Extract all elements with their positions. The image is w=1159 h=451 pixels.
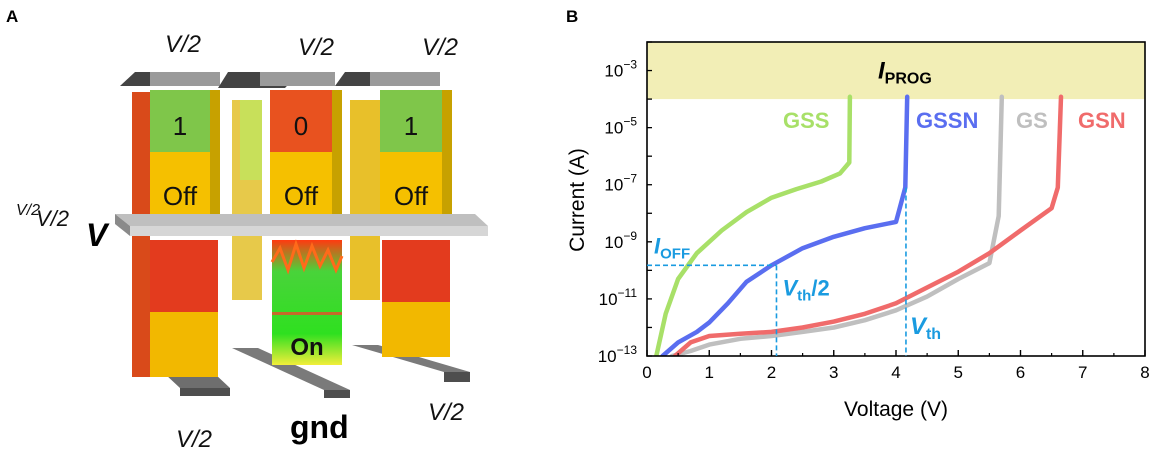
annotations: IOFF Vth/2 Vth — [647, 187, 941, 356]
x-tick-label: 8 — [1140, 363, 1149, 382]
off-label-right: Off — [394, 181, 429, 211]
cell-pillar-right — [350, 90, 452, 357]
x-axis-ticks: 0 1 2 3 4 5 6 7 8 — [642, 350, 1150, 382]
series-labels: GSS GSSN GS GSN — [783, 108, 1126, 133]
y-tick-label: 10−11 — [599, 286, 638, 309]
plot-area: IPROG — [647, 42, 1145, 356]
vth-half-label: Vth/2 — [782, 275, 829, 304]
panel-a: A — [6, 7, 488, 451]
x-tick-label: 7 — [1078, 363, 1087, 382]
bias-side: V/2 — [36, 206, 69, 231]
series-label-gss: GSS — [783, 108, 829, 133]
panel-b: B IPROG 0 1 2 3 4 5 6 7 8 10−13 10−11 10−9 10−7 10−5… — [566, 7, 1150, 421]
on-label: On — [290, 334, 323, 361]
word-line — [115, 214, 488, 236]
bias-bottom-left: V/2 — [176, 426, 212, 451]
panel-b-label: B — [566, 7, 578, 26]
bias-top-mid: V/2 — [298, 34, 334, 61]
y-axis-ticks: 10−13 10−11 10−9 10−7 10−5 10−3 — [598, 41, 652, 366]
vth-label: Vth — [910, 313, 941, 343]
cell-state-left: 1 — [173, 111, 187, 141]
bias-bottom-gnd: gnd — [290, 409, 349, 445]
x-tick-label: 0 — [642, 363, 651, 382]
series-line-gs — [669, 94, 1005, 356]
y-tick-label: 10−9 — [604, 229, 637, 252]
bias-side-small: V/2 — [16, 202, 40, 219]
series-line-gss — [654, 94, 853, 356]
y-tick-label: 10−5 — [604, 115, 637, 138]
x-tick-label: 2 — [767, 363, 776, 382]
cell-pillar-mid — [232, 90, 342, 300]
bias-top-right: V/2 — [422, 34, 458, 61]
bias-bottom-right: V/2 — [428, 399, 464, 426]
bias-word-line: V — [86, 217, 110, 253]
off-label-left: Off — [163, 181, 198, 211]
series-label-gs: GS — [1016, 108, 1048, 133]
y-tick-label: 10−3 — [604, 58, 637, 81]
on-cell — [270, 239, 344, 365]
series-label-gsn: GSN — [1078, 108, 1126, 133]
x-tick-label: 1 — [705, 363, 714, 382]
x-axis-label: Voltage (V) — [844, 398, 948, 421]
x-tick-label: 6 — [1016, 363, 1025, 382]
y-tick-label: 10−13 — [598, 343, 638, 366]
x-tick-label: 5 — [954, 363, 963, 382]
x-tick-label: 4 — [891, 363, 900, 382]
iprog-band — [647, 42, 1145, 100]
y-axis-label: Current (A) — [566, 148, 589, 252]
y-tick-label: 10−7 — [604, 172, 637, 195]
x-tick-label: 3 — [829, 363, 838, 382]
series-line-gsn — [672, 94, 1064, 356]
series-label-gssn: GSSN — [916, 108, 978, 133]
cell-state-mid: 0 — [294, 111, 308, 141]
ioff-label: IOFF — [654, 233, 690, 262]
iprog-label: IPROG — [878, 58, 932, 88]
top-bit-lines — [120, 72, 440, 88]
cell-state-right: 1 — [404, 111, 418, 141]
panel-a-label: A — [6, 7, 18, 26]
bias-top-left: V/2 — [165, 31, 201, 58]
off-label-mid: Off — [284, 181, 319, 211]
